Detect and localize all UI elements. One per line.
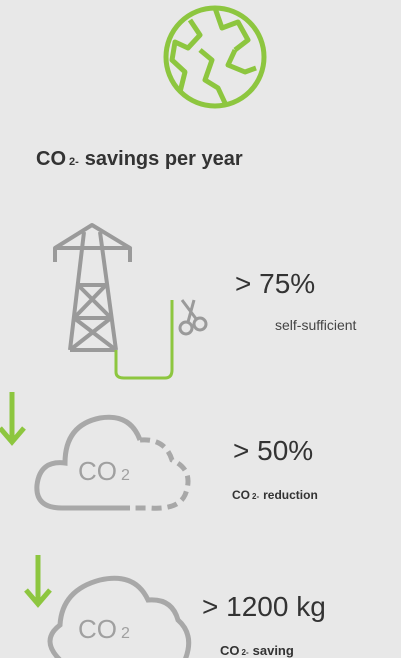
cloud-text: CO 2: [78, 456, 130, 486]
heading: CO 2- savings per year: [36, 148, 243, 170]
cloud-text-main: CO: [78, 614, 117, 644]
label-sub: 2-: [252, 492, 259, 501]
cloud-text-sub: 2: [121, 625, 130, 642]
label-main: CO: [220, 643, 240, 658]
value-text: > 75%: [235, 268, 315, 299]
cloud-text: CO 2: [78, 614, 130, 644]
cloud-icon: [47, 575, 192, 658]
value-text: > 50%: [233, 435, 313, 466]
label-text: self-sufficient: [275, 317, 357, 333]
label-sub: 2-: [242, 648, 249, 657]
cloud-icon: [34, 414, 191, 511]
down-arrow: [24, 555, 52, 608]
heading-rest: savings per year: [85, 148, 243, 170]
label-text: CO 2- saving: [220, 643, 294, 658]
label-rest: saving: [253, 643, 294, 658]
label-text: CO 2- reduction: [232, 488, 318, 502]
cable-scissors: [114, 299, 208, 380]
cloud-text-sub: 2: [121, 467, 130, 484]
tower-icon: [53, 223, 132, 352]
heading-sub: 2-: [69, 156, 79, 168]
globe-icon: [163, 5, 267, 109]
value-text: > 1200 kg: [202, 591, 326, 622]
down-arrow: [0, 392, 26, 446]
label-rest: reduction: [263, 488, 318, 502]
label-main: CO: [232, 488, 250, 502]
cloud-text-main: CO: [78, 456, 117, 486]
heading-text: CO: [36, 148, 66, 170]
